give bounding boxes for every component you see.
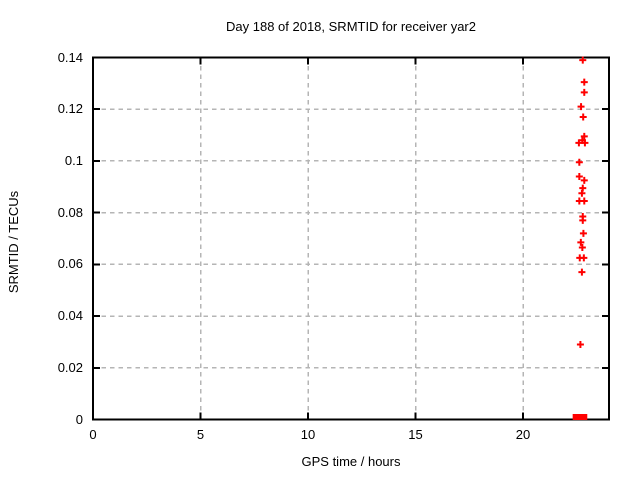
data-point-marker [580, 88, 588, 96]
data-point-marker [575, 172, 583, 180]
x-tick-label: 5 [196, 427, 205, 442]
y-tick-label: 0 [75, 411, 83, 427]
x-axis-label: GPS time / hours [301, 454, 401, 469]
y-tick-label: 0.06 [57, 256, 83, 272]
y-tick-label: 0.04 [57, 308, 83, 324]
data-point-marker [579, 216, 587, 224]
y-tick-label: 0.1 [64, 152, 83, 168]
y-tick-label: 0.02 [57, 359, 83, 375]
data-point-marker [580, 254, 588, 262]
data-point-marker [579, 229, 587, 237]
y-tick-label: 0.14 [57, 49, 83, 65]
data-point-marker [580, 176, 588, 184]
plot-border [92, 56, 610, 421]
data-point-marker [579, 56, 587, 64]
x-tick-label: 20 [515, 427, 531, 442]
data-point-marker [580, 78, 588, 86]
data-point-square [581, 414, 588, 420]
chart-title: Day 188 of 2018, SRMTID for receiver yar… [226, 19, 476, 34]
y-axis-label: SRMTID / TECUs [6, 190, 21, 294]
data-point-marker [580, 132, 588, 140]
y-tick-label: 0.12 [57, 101, 83, 117]
data-point-marker [581, 139, 589, 147]
x-tick-label: 10 [300, 427, 316, 442]
data-point-marker [578, 244, 586, 252]
x-tick-label: 0 [89, 427, 97, 442]
y-tick-label: 0.08 [57, 204, 83, 220]
data-point-marker [580, 197, 588, 205]
data-point-marker [579, 113, 587, 121]
data-point-marker [577, 103, 585, 111]
data-point-marker [575, 139, 583, 147]
data-point-marker [578, 189, 586, 197]
data-point-marker [576, 341, 584, 349]
data-point-marker [575, 158, 583, 166]
x-tick-label: 15 [408, 427, 423, 442]
data-point-marker [578, 268, 586, 276]
data-point-marker [577, 238, 585, 246]
